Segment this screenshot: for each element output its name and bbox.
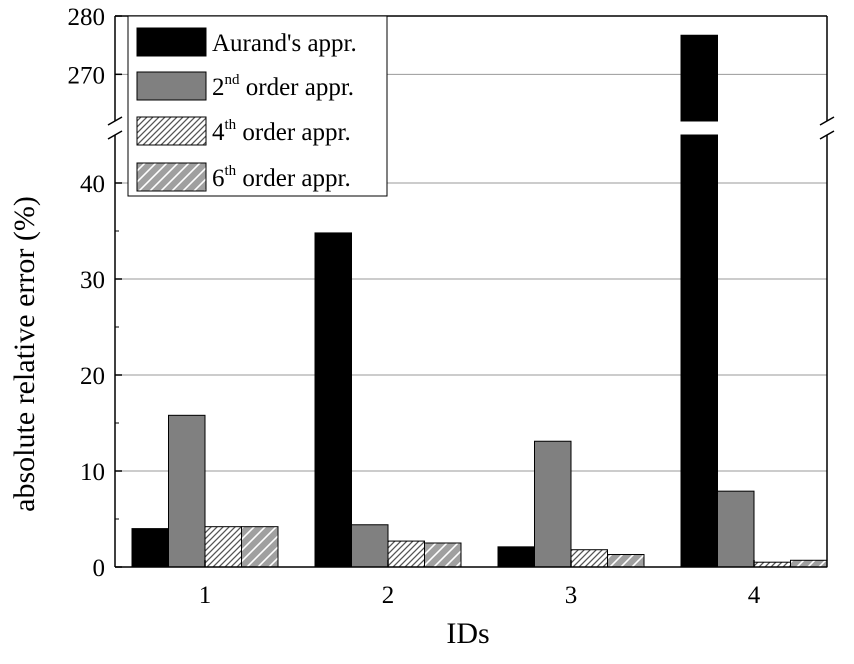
bar-series3-id1 xyxy=(204,526,242,568)
bar-series3-id3 xyxy=(570,549,608,568)
bar-series4-id4 xyxy=(790,559,828,568)
y-tick-label: 30 xyxy=(80,267,105,294)
y-tick-label: 270 xyxy=(68,62,106,89)
y-tick-label: 0 xyxy=(93,555,106,582)
y-tick-label: 20 xyxy=(80,363,105,390)
y-tick-label: 280 xyxy=(68,4,106,31)
axis-break-mark xyxy=(107,116,123,126)
y-tick-label: 40 xyxy=(80,171,105,198)
legend-label-series1: Aurand's appr. xyxy=(212,30,357,57)
bar-series4-id2 xyxy=(424,542,462,568)
axis-break-mark xyxy=(107,130,123,140)
y-axis-title: absolute relative error (%) xyxy=(8,196,41,512)
bar-series1-id1 xyxy=(131,528,169,568)
bar-series2-id3 xyxy=(534,440,572,568)
legend-label-series4: 6th order appr. xyxy=(212,163,351,192)
bar-series1-id4-lower xyxy=(680,134,718,568)
legend-swatch-series2 xyxy=(136,71,207,101)
bar-series1-id2 xyxy=(314,232,352,568)
x-tick-label: 2 xyxy=(382,582,395,609)
x-tick-label: 3 xyxy=(565,582,578,609)
axis-break-mark xyxy=(819,116,835,126)
legend-swatch-series1 xyxy=(136,27,207,57)
legend-swatch-series4 xyxy=(136,162,207,192)
legend-label-series3: 4th order appr. xyxy=(212,117,351,146)
bar-series1-id3 xyxy=(497,546,535,568)
x-tick-label: 1 xyxy=(199,582,212,609)
legend: Aurand's appr. 2nd order appr. 4th order a… xyxy=(127,15,388,197)
bar-series2-id2 xyxy=(351,524,389,568)
legend-swatch-series3 xyxy=(136,116,207,146)
bar-series2-id1 xyxy=(168,414,206,568)
y-tick-label: 10 xyxy=(80,459,105,486)
legend-label-series2: 2nd order appr. xyxy=(212,72,354,101)
bar-series4-id1 xyxy=(241,526,279,568)
bar-series3-id2 xyxy=(387,540,425,568)
bar-series2-id4 xyxy=(717,490,755,568)
axis-ticks: 0 10 20 30 40 270 280 1 2 3 4 xyxy=(68,4,761,609)
x-tick-label: 4 xyxy=(748,582,761,609)
bar-series4-id3 xyxy=(607,554,645,568)
bars xyxy=(131,34,828,568)
axis-break-mark xyxy=(819,130,835,140)
bar-series1-id4-upper xyxy=(680,34,718,122)
x-axis-title: IDs xyxy=(446,617,489,650)
